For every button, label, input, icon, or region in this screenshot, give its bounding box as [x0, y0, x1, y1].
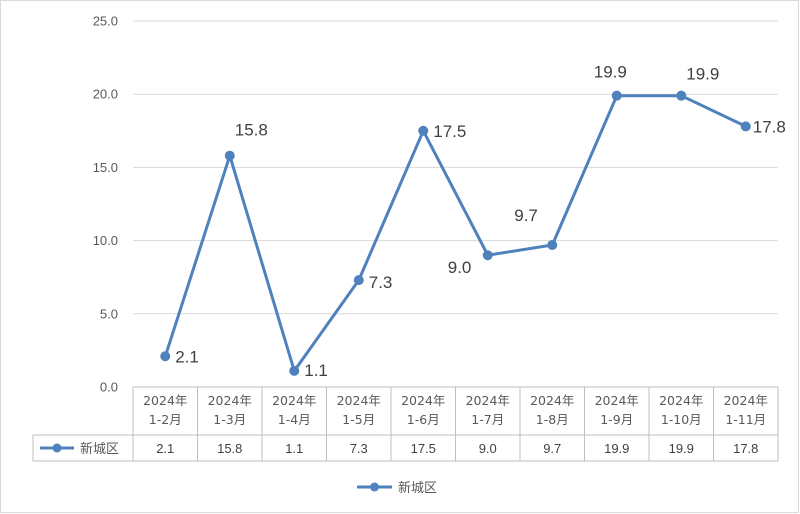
y-tick-label: 25.0 [93, 14, 118, 29]
data-table: 2024年 1-2月 2.1 2024年 1-3月 15.8 2024年 1-4月 1.1 202… [32, 386, 779, 462]
table-legend-marker [52, 443, 62, 453]
data-label: 17.5 [433, 122, 466, 141]
table-value: 1.1 [285, 441, 303, 456]
y-tick-label: 5.0 [100, 306, 118, 321]
table-value: 2.1 [156, 441, 174, 456]
legend-label: 新城区 [398, 480, 437, 496]
data-point [353, 275, 364, 286]
legend: 新城区 [357, 480, 437, 496]
legend-marker [370, 482, 379, 492]
table-value: 17.8 [733, 441, 758, 456]
data-label: 15.8 [235, 121, 268, 140]
y-tick-label: 20.0 [93, 87, 118, 102]
data-label: 17.8 [753, 117, 786, 136]
x-tick-label: 1-10月 [661, 412, 702, 427]
data-point [676, 90, 687, 101]
data-label: 9.0 [448, 258, 472, 277]
x-tick-label: 2024年 [724, 393, 768, 408]
x-tick-label: 1-6月 [407, 412, 440, 427]
x-tick-label: 1-5月 [342, 412, 375, 427]
data-point [289, 365, 300, 376]
data-point [160, 351, 171, 362]
data-label: 1.1 [304, 361, 328, 380]
y-tick-label: 0.0 [100, 380, 118, 395]
x-tick-label: 1-4月 [278, 412, 311, 427]
x-tick-label: 2024年 [272, 393, 316, 408]
x-tick-label: 2024年 [337, 393, 381, 408]
x-tick-label: 1-7月 [471, 412, 504, 427]
data-label: 19.9 [594, 63, 627, 82]
table-value: 19.9 [604, 441, 629, 456]
x-tick-label: 1-8月 [536, 412, 569, 427]
table-value: 19.9 [669, 441, 694, 456]
data-label: 2.1 [175, 347, 199, 366]
table-value: 7.3 [350, 441, 368, 456]
y-axis-ticks: 0.0 5.0 10.0 15.0 20.0 25.0 [93, 14, 118, 395]
x-tick-label: 2024年 [659, 393, 703, 408]
x-tick-label: 2024年 [466, 393, 510, 408]
data-label: 7.3 [369, 273, 393, 292]
data-point [224, 150, 235, 161]
data-label: 9.7 [514, 206, 538, 225]
x-tick-label: 1-9月 [600, 412, 633, 427]
data-point [611, 90, 622, 101]
x-tick-label: 2024年 [208, 393, 252, 408]
data-point [482, 250, 493, 261]
table-series-name: 新城区 [80, 441, 119, 457]
series-layer: 2.1 15.8 1.1 7.3 17.5 9.0 9.7 19.9 19.9 17.8 [160, 63, 786, 380]
x-tick-label: 2024年 [530, 393, 574, 408]
x-tick-label: 2024年 [401, 393, 445, 408]
table-value: 9.0 [479, 441, 497, 456]
data-point [547, 239, 558, 250]
y-tick-label: 15.0 [93, 160, 118, 175]
table-value: 17.5 [411, 441, 436, 456]
y-tick-label: 10.0 [93, 233, 118, 248]
table-value: 15.8 [217, 441, 242, 456]
x-tick-label: 1-11月 [725, 412, 766, 427]
table-value: 9.7 [543, 441, 561, 456]
x-tick-label: 1-3月 [213, 412, 246, 427]
x-tick-label: 1-2月 [149, 412, 182, 427]
x-tick-label: 2024年 [595, 393, 639, 408]
data-point [418, 125, 429, 136]
x-tick-label: 2024年 [143, 393, 187, 408]
data-point [740, 121, 751, 132]
series-line [163, 94, 747, 373]
data-label: 19.9 [686, 65, 719, 84]
